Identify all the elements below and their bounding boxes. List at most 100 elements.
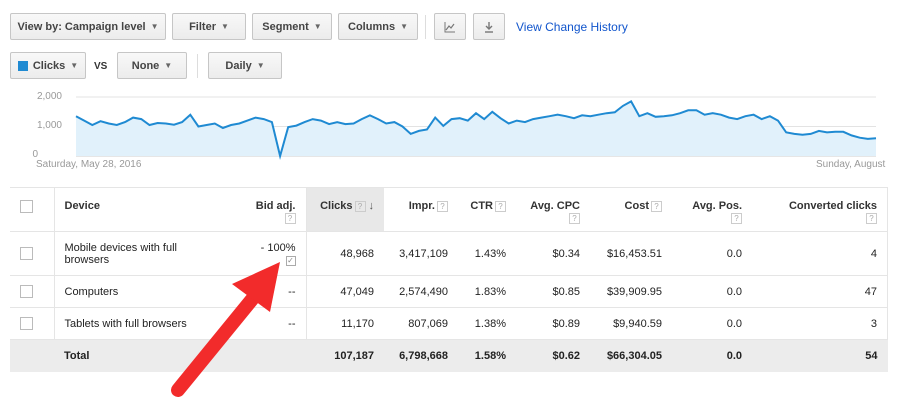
header-converted-clicks[interactable]: Converted clicks? [752,187,888,232]
device-name-cont[interactable]: browsers [64,253,110,266]
total-avg-cpc: $0.62 [516,339,590,372]
help-icon[interactable]: ? [437,200,448,212]
header-bid-adj[interactable]: Bid adj.? [244,187,307,232]
converted-cell: 47 [752,275,888,308]
impr-cell: 807,069 [384,307,458,340]
chevron-down-icon: ▼ [313,22,322,31]
help-icon[interactable]: ? [569,212,580,224]
row-checkbox[interactable] [20,317,33,330]
impr-cell: 2,574,490 [384,275,458,308]
header-device-label: Device [64,200,100,212]
device-cell[interactable]: Tablets with full browsers [54,307,244,340]
clicks-cell: 11,170 [306,307,384,340]
bid-adj-cell: - 100% ✓ [244,231,307,276]
filter-label: Filter [189,20,216,33]
header-cost-label: Cost [624,200,649,212]
help-icon[interactable]: ? [284,212,296,224]
view-by-label: View by: Campaign level [17,20,146,33]
period-label: Daily [225,59,252,72]
chevron-down-icon: ▼ [400,22,408,31]
bid-adj-value: - 100% [260,241,296,254]
toolbar-divider [425,15,426,39]
avg-pos-cell: 0.0 [672,231,752,276]
avg-cpc-cell: $0.85 [516,275,590,308]
header-avg-pos-label: Avg. Pos. [692,200,742,212]
edit-icon[interactable]: ✓ [285,255,296,266]
download-icon [485,21,493,33]
header-clicks[interactable]: Clicks? ↓ [306,187,384,232]
help-icon[interactable]: ? [731,212,742,224]
chevron-down-icon: ▼ [164,61,173,70]
segment-label: Segment [262,20,309,33]
cost-cell: $39,909.95 [590,275,672,308]
help-icon[interactable]: ? [651,200,662,212]
device-name[interactable]: Mobile devices with full [64,241,178,254]
chevron-down-icon: ▼ [256,61,265,70]
chart-svg [75,96,877,160]
view-change-history-link[interactable]: View Change History [516,20,628,34]
total-avg-pos: 0.0 [672,339,752,372]
line-chart-icon [444,21,455,32]
row-checkbox[interactable] [20,285,33,298]
header-avg-pos[interactable]: Avg. Pos.? [672,187,752,232]
total-ctr: 1.58% [458,339,516,372]
row-select-cell [10,231,55,276]
row-select-cell [10,275,55,308]
table-row: Computers -- 47,049 2,574,490 1.83% $0.8… [10,275,888,308]
avg-cpc-cell: $0.89 [516,307,590,340]
device-cell[interactable]: Computers [54,275,244,308]
device-table: Device Bid adj.? Clicks? ↓ Impr.? CTR? Av… [10,187,888,372]
columns-dropdown[interactable]: Columns ▼ [338,13,418,40]
header-converted-label: Converted clicks [788,200,877,212]
filter-dropdown[interactable]: Filter ▼ [172,13,246,40]
total-impr: 6,798,668 [384,339,458,372]
bid-adj-cell[interactable]: -- [244,275,307,308]
table-header-row: Device Bid adj.? Clicks? ↓ Impr.? CTR? Av… [10,187,888,232]
x-end-date: Sunday, August [816,159,886,170]
bid-adj-cell[interactable]: -- [244,307,307,340]
clicks-series-line [75,100,877,160]
avg-pos-cell: 0.0 [672,275,752,308]
header-impr-label: Impr. [408,200,435,212]
device-cell: Mobile devices with full browsers [54,231,244,276]
chevron-down-icon: ▼ [70,61,79,70]
toggle-chart-button[interactable] [434,13,466,40]
header-cost[interactable]: Cost? [590,187,672,232]
total-spacer [10,339,54,372]
help-icon[interactable]: ? [354,200,366,212]
header-avg-cpc-label: Avg. CPC [530,200,580,212]
metric1-label: Clicks [32,59,66,72]
header-avg-cpc[interactable]: Avg. CPC? [516,187,590,232]
impr-cell: 3,417,109 [384,231,458,276]
row-checkbox[interactable] [20,247,33,260]
metric2-label: None [131,59,160,72]
table-row: Tablets with full browsers -- 11,170 807… [10,307,888,340]
toolbar-divider [197,54,198,78]
chevron-down-icon: ▼ [150,22,159,31]
header-ctr[interactable]: CTR? [458,187,516,232]
ctr-cell: 1.38% [458,307,516,340]
avg-pos-cell: 0.0 [672,307,752,340]
segment-dropdown[interactable]: Segment ▼ [252,13,332,40]
clicks-cell: 47,049 [306,275,384,308]
x-start-date: Saturday, May 28, 2016 [36,159,142,170]
total-bid-adj [244,339,306,372]
total-label: Total [54,339,244,372]
download-button[interactable] [473,13,505,40]
cost-cell: $16,453.51 [590,231,672,276]
help-icon[interactable]: ? [495,200,506,212]
clicks-cell: 48,968 [306,231,384,276]
converted-cell: 3 [752,307,888,340]
y-tick-label: 1,000 [36,120,62,131]
help-icon[interactable]: ? [866,212,877,224]
metric1-dropdown[interactable]: Clicks ▼ [10,52,86,79]
header-bid-adj-label: Bid adj. [255,200,296,212]
view-by-dropdown[interactable]: View by: Campaign level ▼ [10,13,166,40]
header-impr[interactable]: Impr.? [384,187,458,232]
select-all-checkbox[interactable] [20,200,33,213]
period-dropdown[interactable]: Daily ▼ [208,52,282,79]
ctr-cell: 1.83% [458,275,516,308]
metric2-dropdown[interactable]: None ▼ [117,52,187,79]
chevron-down-icon: ▼ [220,22,229,31]
header-device[interactable]: Device [54,187,244,232]
